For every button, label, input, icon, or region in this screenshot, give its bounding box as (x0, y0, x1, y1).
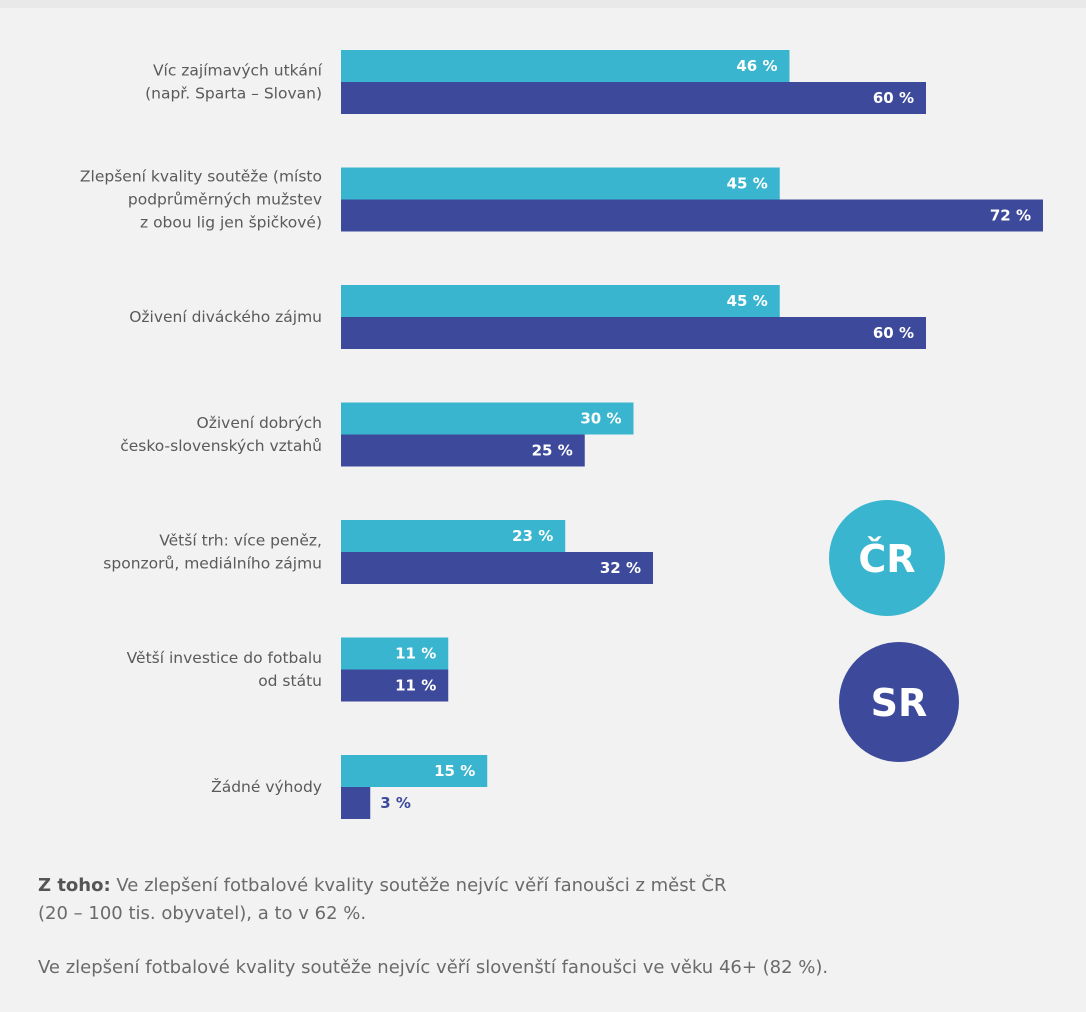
category-label-line: Oživení dobrých (197, 414, 322, 432)
sr-value-label: 25 % (532, 442, 573, 460)
top-strip (0, 0, 1086, 8)
cr-value-label: 15 % (434, 762, 475, 780)
category-label: Zlepšení kvality soutěže (místo podprůměr… (80, 168, 322, 232)
category-label-line: Žádné výhody (211, 777, 322, 796)
category-label-line: podprůměrných mužstev (128, 191, 322, 209)
category-label-line: Větší trh: více peněz, (159, 532, 322, 550)
legend: ČR SR (829, 500, 959, 762)
category-label-line: Oživení diváckého zájmu (129, 308, 322, 326)
category-label-line: Větší investice do fotbalu (127, 649, 322, 667)
sr-value-label: 60 % (873, 324, 914, 342)
sr-bar (341, 317, 926, 349)
category-label-line: česko-slovenských vztahů (120, 437, 322, 455)
cr-bar (341, 520, 566, 552)
sr-value-label: 72 % (990, 207, 1031, 225)
sr-bar (341, 669, 449, 702)
cr-value-label: 11 % (395, 645, 436, 663)
sr-value-label: 60 % (873, 89, 914, 107)
sr-value-label: 32 % (600, 559, 641, 577)
legend-sr-label: SR (871, 681, 928, 725)
category-label: Oživení dobrých česko-slovenských vztahů (120, 414, 322, 455)
cr-value-label: 30 % (580, 410, 621, 428)
note-1-continuation: (20 – 100 tis. obyvatel), a to v 62 %. (38, 903, 367, 924)
note-1: Z toho: Ve zlepšení fotbalové kvality so… (38, 872, 1058, 928)
category-label: Větší investice do fotbalu od státu (127, 649, 322, 690)
legend-cr-circle (829, 500, 945, 616)
note-1-text: Ve zlepšení fotbalové kvality soutěže ne… (110, 875, 727, 896)
cr-value-label: 46 % (736, 57, 777, 75)
legend-cr-label: ČR (858, 537, 915, 581)
category-label: Oživení diváckého zájmu (129, 308, 322, 326)
notes: Z toho: Ve zlepšení fotbalové kvality so… (38, 872, 1058, 982)
category-label-line: sponzorů, mediálního zájmu (103, 555, 322, 573)
category-label: Víc zajímavých utkání (např. Sparta – Slo… (145, 62, 323, 103)
category-label-line: od státu (258, 672, 322, 690)
cr-bar (341, 285, 780, 317)
cr-bar (341, 637, 449, 670)
sr-value-label: 3 % (380, 794, 411, 812)
category-label-line: z obou lig jen špičkové) (140, 214, 322, 232)
category-label: Větší trh: více peněz, sponzorů, mediální… (103, 532, 322, 573)
note-1-lead: Z toho: (38, 875, 111, 896)
cr-value-label: 45 % (727, 175, 768, 193)
sr-bar (341, 434, 585, 467)
category-label-line: Víc zajímavých utkání (153, 62, 323, 80)
bar-chart: Víc zajímavých utkání (např. Sparta – Slo… (80, 50, 1043, 819)
cr-value-label: 45 % (727, 292, 768, 310)
sr-bar (341, 552, 653, 584)
category-label: Žádné výhody (211, 777, 322, 796)
sr-bar (341, 787, 371, 819)
category-label-line: Zlepšení kvality soutěže (místo (80, 168, 322, 186)
cr-value-label: 23 % (512, 527, 553, 545)
cr-bar (341, 755, 488, 787)
sr-value-label: 11 % (395, 677, 436, 695)
cr-bar (341, 50, 790, 82)
cr-bar (341, 402, 634, 435)
sr-bar (341, 82, 926, 114)
bars-group: Víc zajímavých utkání (např. Sparta – Slo… (80, 50, 1043, 819)
category-label-line: (např. Sparta – Slovan) (145, 85, 322, 103)
sr-bar (341, 199, 1043, 232)
note-2: Ve zlepšení fotbalové kvality soutěže ne… (38, 957, 829, 978)
legend-sr-circle (839, 642, 959, 762)
cr-bar (341, 167, 780, 200)
